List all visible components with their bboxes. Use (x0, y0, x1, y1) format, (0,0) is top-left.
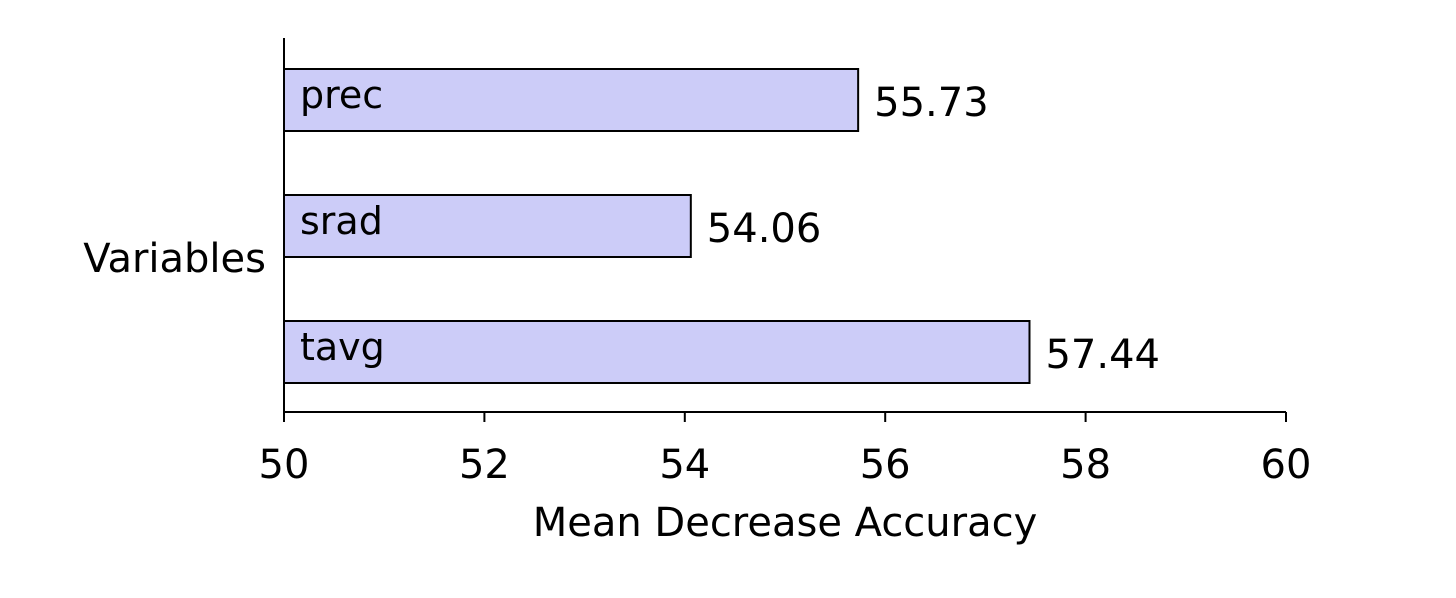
x-tick-label-58: 58 (1060, 442, 1111, 488)
x-ticks: 50 52 54 56 58 60 (259, 412, 1312, 488)
x-tick-label-50: 50 (259, 442, 310, 488)
bars-layer (283, 68, 1031, 384)
bar-value-label-tavg: 57.44 (1045, 332, 1160, 378)
x-tick-label-56: 56 (860, 442, 911, 488)
bar-tavg (283, 320, 1031, 384)
bar-category-label-tavg: tavg (300, 325, 385, 369)
y-axis-title: Variables (83, 236, 266, 282)
bar-value-label-prec: 55.73 (874, 80, 989, 126)
bar-labels: prec 55.73 srad 54.06 tavg 57.44 (300, 73, 1160, 378)
x-tick-label-54: 54 (659, 442, 710, 488)
bar-value-label-srad: 54.06 (707, 206, 822, 252)
x-tick-label-52: 52 (459, 442, 510, 488)
x-tick-label-60: 60 (1261, 442, 1312, 488)
bar-prec (283, 68, 860, 132)
bar-category-label-srad: srad (300, 199, 383, 243)
bar-category-label-prec: prec (300, 73, 383, 117)
x-axis-title: Mean Decrease Accuracy (533, 500, 1038, 546)
bar-srad (283, 194, 692, 258)
